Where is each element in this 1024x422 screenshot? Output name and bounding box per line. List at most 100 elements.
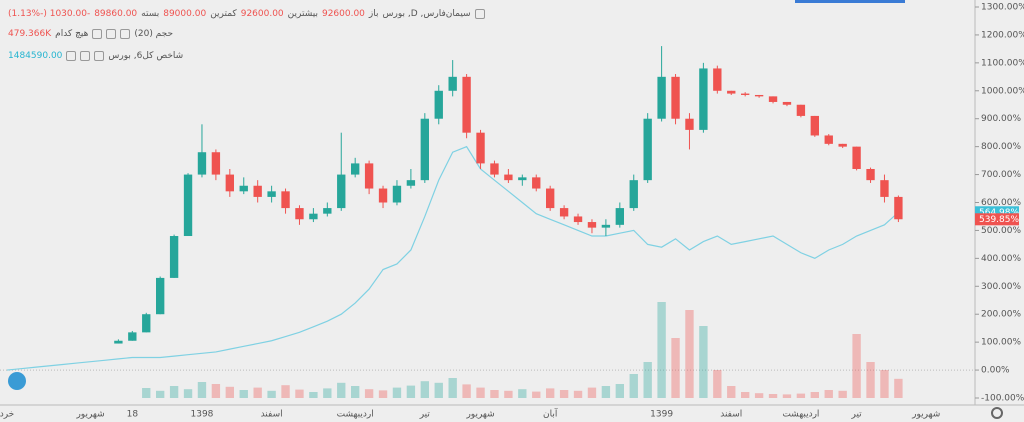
volume-bar xyxy=(657,302,666,398)
x-tick-label: اسفند xyxy=(261,410,283,420)
hide-button[interactable] xyxy=(106,29,117,39)
y-tick-label: 300.00% xyxy=(981,282,1021,292)
y-tick-label: 1000.00% xyxy=(981,86,1024,96)
volume-bar xyxy=(253,387,262,398)
candle-body xyxy=(671,76,680,119)
x-tick-label: شهریور xyxy=(465,410,494,420)
candle-body xyxy=(156,277,165,315)
candle-body xyxy=(699,68,708,130)
candle-body xyxy=(587,222,597,228)
hide-button[interactable] xyxy=(80,51,91,61)
x-tick-label: 1398 xyxy=(191,410,214,420)
candle-body xyxy=(267,191,276,197)
candle-body xyxy=(364,163,374,189)
settings-button[interactable] xyxy=(94,51,105,61)
candle-body xyxy=(713,68,722,91)
volume-bar xyxy=(643,362,652,398)
candle-body xyxy=(114,340,123,344)
candle-body xyxy=(768,96,778,102)
y-tick-label: 600.00% xyxy=(981,198,1021,208)
candle-body xyxy=(420,118,429,181)
volume-bar xyxy=(364,389,374,398)
top-bar xyxy=(795,0,905,3)
candle-body xyxy=(406,180,416,186)
candle-body xyxy=(559,208,569,217)
volume-bar xyxy=(629,374,638,398)
volume-bar xyxy=(434,382,443,398)
volume-bar xyxy=(796,393,806,398)
volume-bar xyxy=(351,386,360,398)
y-tick-label: 900.00% xyxy=(981,114,1021,124)
candle-body xyxy=(573,216,583,223)
volume-bar xyxy=(197,382,207,398)
volume-bar xyxy=(852,334,861,398)
field-name: کمترین xyxy=(210,9,237,19)
candle-body xyxy=(629,180,638,209)
remove-button[interactable] xyxy=(66,51,77,61)
field-name: بیشترین xyxy=(287,9,318,19)
volume-bar xyxy=(615,384,624,398)
volume-bar xyxy=(587,387,597,398)
volume-bar xyxy=(462,384,471,398)
volume-bar xyxy=(838,390,847,398)
candle-body xyxy=(351,163,360,175)
volume-bar xyxy=(754,393,764,398)
volume-bar xyxy=(211,384,221,398)
remove-button[interactable] xyxy=(92,29,103,39)
collapse-button[interactable] xyxy=(474,9,485,19)
field-value: 92600.00 xyxy=(240,9,284,19)
candle-body xyxy=(810,115,819,136)
compare-value: 1484590.00 xyxy=(8,51,63,61)
volume-bar xyxy=(183,389,193,398)
y-tick-label: 800.00% xyxy=(981,142,1021,152)
x-tick-label: اسفند xyxy=(720,410,742,420)
x-tick-label: 1399 xyxy=(650,410,673,420)
volume-bar xyxy=(267,390,276,398)
volume-bar xyxy=(169,386,179,398)
compare-name[interactable]: شاخص کل6, بورس xyxy=(108,51,184,61)
volume-bar xyxy=(546,388,555,398)
candle-body xyxy=(211,152,221,175)
candle-body xyxy=(615,208,624,225)
settings-button[interactable] xyxy=(120,29,131,39)
volume-bar xyxy=(476,387,485,398)
volume-bar xyxy=(824,390,833,398)
candle-body xyxy=(392,185,402,203)
candle-body xyxy=(824,135,833,144)
y-tick-label: 1300.00% xyxy=(981,3,1024,13)
volume-name[interactable]: حجم (20) xyxy=(134,29,174,39)
legend-compare: شاخص کل6, بورس 1484590.00 xyxy=(8,51,183,61)
volume-bar xyxy=(559,390,569,398)
volume-bar xyxy=(309,392,318,398)
candle-body xyxy=(295,208,304,220)
candle-body xyxy=(866,168,875,181)
candle-body xyxy=(838,143,847,147)
volume-bar xyxy=(768,394,778,398)
volume-bar xyxy=(741,392,750,398)
candle-body xyxy=(476,132,485,164)
volume-bar xyxy=(239,390,248,398)
legend-main: سیمان‌فارس, D, بورس باز 92600.00 بیشترین 92… xyxy=(8,9,485,19)
symbol[interactable]: سیمان‌فارس, D, بورس xyxy=(382,9,471,19)
price-badge-label: 564.98% xyxy=(979,208,1019,218)
x-tick-label: تیر xyxy=(851,410,863,420)
candle-body xyxy=(880,180,889,197)
settings-icon[interactable] xyxy=(991,407,1003,419)
volume-bar xyxy=(671,338,680,398)
volume-bar xyxy=(894,378,903,398)
volume-bar xyxy=(337,382,346,398)
price-badge-label: 539.85% xyxy=(979,215,1019,225)
candle-body xyxy=(601,224,611,228)
field-value: 92600.00 xyxy=(321,9,365,19)
volume-bar xyxy=(880,370,889,398)
volume-bar xyxy=(225,386,234,398)
candle-body xyxy=(225,174,234,192)
candle-body xyxy=(448,76,457,91)
x-tick-label: شهریور xyxy=(911,410,940,420)
y-tick-label: 500.00% xyxy=(981,226,1021,236)
plot-area xyxy=(0,0,975,405)
candle-body xyxy=(741,93,750,95)
volume-bar xyxy=(420,381,429,398)
x-tick-label: خرد xyxy=(0,410,14,420)
